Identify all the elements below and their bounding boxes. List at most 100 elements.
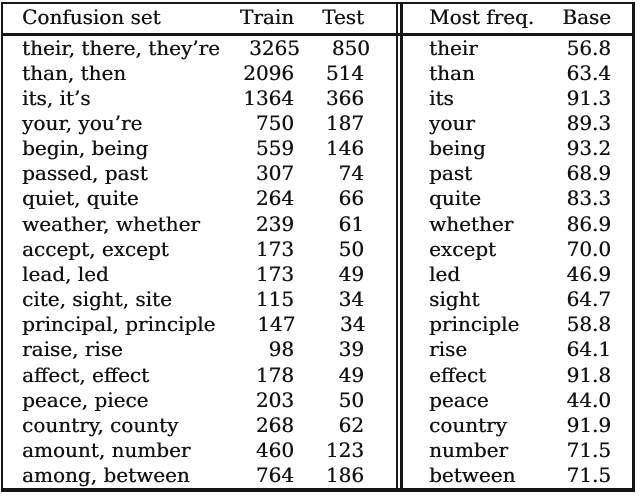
table-row: your 89.3	[403, 111, 632, 136]
table-row: passed, past 307 74	[3, 161, 396, 186]
most-freq-cell: country	[429, 412, 507, 437]
table-row: peace 44.0	[403, 388, 632, 413]
table-row: rise 64.1	[403, 337, 632, 362]
most-freq-cell: being	[429, 136, 486, 161]
table-row: than 63.4	[403, 61, 632, 86]
table-row: led 46.9	[403, 262, 632, 287]
test-cell: 34	[339, 312, 366, 337]
train-cell: 764	[255, 463, 294, 488]
test-cell: 850	[331, 35, 370, 60]
train-cell: 3265	[249, 35, 300, 60]
table-row: sight 64.7	[403, 287, 632, 312]
table-row: country, county 268 62	[3, 413, 396, 438]
test-cell: 123	[325, 438, 364, 462]
table-row: effect 91.8	[403, 363, 632, 388]
table-row: its 91.3	[403, 86, 632, 111]
confusion-set-cell: its, it’s	[22, 85, 91, 110]
table-row: peace, piece 203 50	[3, 388, 396, 413]
base-cell: 91.8	[566, 362, 611, 387]
base-cell: 63.4	[566, 60, 611, 85]
test-cell: 74	[338, 161, 364, 186]
base-cell: 56.8	[566, 35, 611, 60]
most-freq-cell: sight	[429, 287, 480, 312]
base-cell: 91.9	[566, 412, 611, 437]
confusion-set-cell: principal, principle	[22, 312, 216, 337]
table-row: past 68.9	[403, 161, 632, 186]
confusion-set-cell: amount, number	[22, 438, 191, 462]
confusion-set-cell: affect, effect	[22, 362, 150, 387]
most-freq-cell: peace	[429, 387, 489, 412]
test-cell: 187	[325, 110, 364, 135]
column-header-train: Train	[239, 5, 294, 29]
test-cell: 514	[325, 60, 364, 85]
table-row: cite, sight, site 115 34	[3, 287, 396, 312]
table-row: principle 58.8	[403, 312, 632, 337]
base-cell: 70.0	[566, 236, 611, 261]
train-cell: 268	[255, 412, 294, 437]
most-freq-cell: principle	[429, 312, 520, 337]
train-cell: 178	[255, 362, 294, 387]
confusion-set-cell: raise, rise	[22, 337, 123, 362]
table-left-half: Confusion set Train Test their, there, t…	[3, 4, 396, 488]
table-row: between 71.5	[403, 463, 632, 488]
header-divider-line	[3, 33, 632, 36]
table-header-left: Confusion set Train Test	[3, 4, 396, 33]
base-cell: 71.5	[566, 463, 611, 488]
column-divider-line	[396, 4, 403, 488]
table-row: weather, whether 239 61	[3, 212, 396, 237]
table-row: principal, principle 147 34	[3, 312, 396, 337]
confusion-set-cell: their, there, they’re	[22, 35, 220, 60]
train-cell: 115	[255, 287, 294, 312]
train-cell: 559	[255, 136, 294, 161]
confusion-set-cell: accept, except	[22, 236, 169, 261]
most-freq-cell: quite	[429, 186, 481, 211]
confusion-set-cell: cite, sight, site	[22, 287, 172, 312]
base-cell: 86.9	[566, 211, 611, 236]
column-header-confusion-set: Confusion set	[22, 5, 161, 29]
table-row: amount, number 460 123	[3, 438, 396, 463]
confusion-set-cell: country, county	[22, 412, 179, 437]
base-cell: 93.2	[566, 136, 611, 161]
test-cell: 34	[338, 287, 364, 312]
most-freq-cell: its	[429, 85, 454, 110]
test-cell: 146	[325, 136, 364, 161]
most-freq-cell: whether	[429, 211, 514, 236]
test-cell: 50	[338, 236, 364, 261]
confusion-set-cell: quiet, quite	[22, 186, 139, 211]
confusion-set-cell: begin, being	[22, 136, 149, 161]
confusion-set-cell: peace, piece	[22, 387, 149, 412]
most-freq-cell: led	[429, 261, 461, 286]
base-cell: 68.9	[566, 161, 611, 186]
base-cell: 44.0	[566, 387, 611, 412]
confusion-set-cell: weather, whether	[22, 211, 200, 236]
train-cell: 1364	[243, 85, 294, 110]
train-cell: 173	[255, 236, 294, 261]
table-row: quiet, quite 264 66	[3, 186, 396, 211]
confusion-set-cell: among, between	[22, 463, 190, 488]
base-cell: 83.3	[566, 186, 611, 211]
test-cell: 66	[338, 186, 364, 211]
table-row: country 91.9	[403, 413, 632, 438]
train-cell: 750	[255, 110, 294, 135]
most-freq-cell: effect	[429, 362, 487, 387]
base-cell: 64.1	[566, 337, 611, 362]
train-cell: 307	[255, 161, 294, 186]
most-freq-cell: your	[429, 110, 475, 135]
table-row: among, between 764 186	[3, 463, 396, 488]
table-row: affect, effect 178 49	[3, 363, 396, 388]
test-cell: 62	[338, 412, 364, 437]
base-cell: 91.3	[566, 85, 611, 110]
confusion-set-cell: your, you’re	[22, 110, 143, 135]
train-cell: 264	[255, 186, 294, 211]
table-row: their 56.8	[403, 36, 632, 61]
table-row: quite 83.3	[403, 186, 632, 211]
table-row: accept, except 173 50	[3, 237, 396, 262]
most-freq-cell: than	[429, 60, 475, 85]
table-row: being 93.2	[403, 136, 632, 161]
base-cell: 71.5	[566, 438, 611, 462]
test-cell: 61	[338, 211, 364, 236]
column-header-test: Test	[322, 5, 364, 29]
base-cell: 64.7	[566, 287, 611, 312]
train-cell: 2096	[243, 60, 294, 85]
